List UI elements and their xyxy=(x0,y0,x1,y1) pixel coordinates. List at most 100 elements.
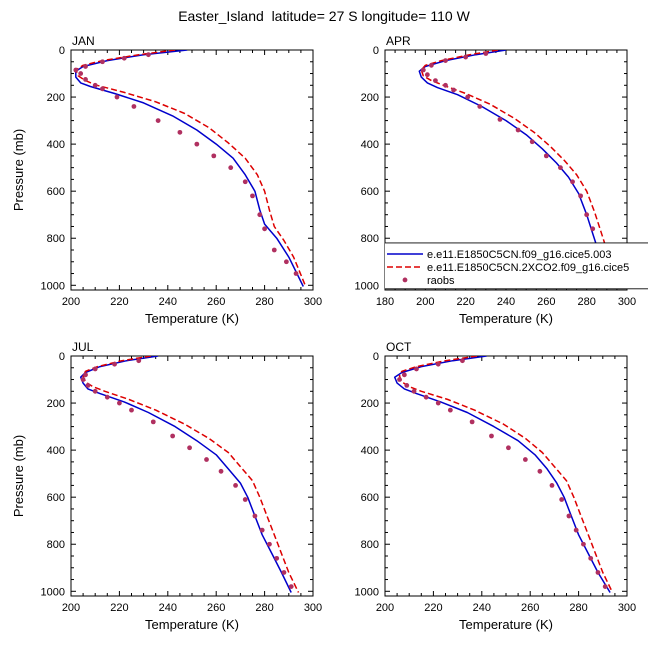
raobs-point xyxy=(129,407,134,413)
raobs-point xyxy=(288,584,294,589)
y-tick-label: 1000 xyxy=(41,280,65,292)
legend-label: e.e11.E1850C5CN.f09_g16.cice5.003 xyxy=(427,249,612,261)
raobs-point xyxy=(506,445,511,451)
raobs-point xyxy=(117,400,122,406)
raobs-point xyxy=(529,139,535,145)
raobs-point xyxy=(465,94,471,100)
y-tick-label: 0 xyxy=(373,45,379,57)
raobs-point xyxy=(581,541,586,547)
raobs-point xyxy=(537,468,543,474)
raobs-point xyxy=(146,52,151,58)
x-tick-label: 200 xyxy=(376,602,394,614)
raobs-point xyxy=(114,94,120,100)
raobs-point xyxy=(573,527,579,533)
raobs-point xyxy=(423,394,429,400)
y-tick-label: 1000 xyxy=(355,280,379,292)
raobs-point xyxy=(463,54,469,60)
y-tick-label: 0 xyxy=(373,351,379,363)
x-tick-label: 220 xyxy=(424,602,442,614)
y-tick-label: 600 xyxy=(361,186,379,198)
raobs-point xyxy=(428,62,434,68)
raobs-point xyxy=(578,193,584,199)
raobs-point xyxy=(451,87,456,93)
raobs-point xyxy=(558,165,563,171)
x-tick-label: 220 xyxy=(110,602,128,614)
y-tick-label: 800 xyxy=(361,539,379,551)
raobs-point xyxy=(252,513,258,519)
panel-jul: 200 220 240 260 280 300 0 200 400 600 800 1000 Tempe… xyxy=(11,340,322,632)
raobs-point xyxy=(131,104,137,109)
raobs-point xyxy=(588,555,594,561)
x-tick-label: 220 xyxy=(110,296,128,308)
raobs-point xyxy=(435,361,441,367)
panel-title-jul: JUL xyxy=(72,340,94,354)
raobs-point xyxy=(170,433,176,439)
raobs-point xyxy=(112,361,117,367)
raobs-point xyxy=(397,377,402,382)
raobs-point xyxy=(559,497,565,502)
x-tick-label: 200 xyxy=(416,296,434,308)
y-tick-label: 600 xyxy=(47,492,65,504)
raobs-point xyxy=(515,127,521,133)
raobs-point xyxy=(293,271,299,276)
raobs-point xyxy=(155,118,161,123)
raobs-point xyxy=(271,247,277,253)
x-tick-label: 300 xyxy=(304,602,322,614)
y-axis-label-jan: Pressure (mb) xyxy=(11,129,26,211)
x-tick-label: 240 xyxy=(159,602,177,614)
raobs-point xyxy=(177,129,183,135)
x-axis-label-jan: Temperature (K) xyxy=(145,311,239,326)
raobs-point xyxy=(262,226,267,232)
raobs-point xyxy=(233,483,238,488)
x-axis-label-jul: Temperature (K) xyxy=(145,617,239,632)
y-axis-label-jul: Pressure (mb) xyxy=(11,435,26,517)
y-tick-label: 200 xyxy=(47,398,65,410)
x-tick-label: 280 xyxy=(577,296,595,308)
raobs-point xyxy=(83,64,88,69)
panel-title-oct: OCT xyxy=(386,340,412,354)
raobs-point xyxy=(281,570,287,575)
raobs-point xyxy=(595,570,601,575)
raobs-point xyxy=(194,141,200,147)
y-tick-label: 0 xyxy=(59,351,65,363)
raobs-point xyxy=(489,433,494,439)
raobs-point xyxy=(283,259,289,265)
raobs-point xyxy=(411,388,417,394)
raobs-point xyxy=(460,358,465,364)
raobs-point xyxy=(443,82,448,88)
raobs-point xyxy=(477,104,483,109)
raobs-point xyxy=(121,55,127,61)
x-tick-label: 240 xyxy=(473,602,491,614)
panel-jan: 200 220 240 260 280 300 0 200 400 600 800 1000 Tempe… xyxy=(11,34,322,326)
x-tick-label: 200 xyxy=(62,602,80,614)
raobs-point xyxy=(85,383,91,388)
x-tick-label: 280 xyxy=(569,602,587,614)
raobs-point xyxy=(602,584,608,589)
raobs-point xyxy=(211,153,217,159)
model-line-2xco2 xyxy=(420,50,622,287)
data-area-oct xyxy=(393,356,614,593)
raobs-point xyxy=(187,445,192,451)
model-line-control xyxy=(393,356,611,593)
raobs-point xyxy=(136,358,142,364)
model-line-control xyxy=(75,50,304,287)
raobs-point xyxy=(73,67,79,73)
raobs-point xyxy=(584,212,590,218)
panel-apr: 180 200 220 240 260 280 300 0 200 400 600 800 1000 Te… xyxy=(355,34,648,326)
raobs-point xyxy=(92,366,98,372)
raobs-point xyxy=(447,407,453,413)
raobs-point xyxy=(420,67,426,73)
raobs-point xyxy=(228,165,234,171)
y-tick-label: 400 xyxy=(47,445,65,457)
raobs-point xyxy=(443,58,448,63)
raobs-point xyxy=(414,366,419,372)
x-tick-label: 180 xyxy=(376,296,394,308)
raobs-point xyxy=(80,377,86,382)
raobs-point xyxy=(590,226,596,232)
x-tick-label: 280 xyxy=(255,296,273,308)
raobs-point xyxy=(242,497,248,502)
x-tick-label: 300 xyxy=(618,602,636,614)
raobs-point xyxy=(433,78,438,83)
legend-label: e.e11.E1850C5CN.2XCO2.f09_g16.cice5 xyxy=(427,262,629,274)
